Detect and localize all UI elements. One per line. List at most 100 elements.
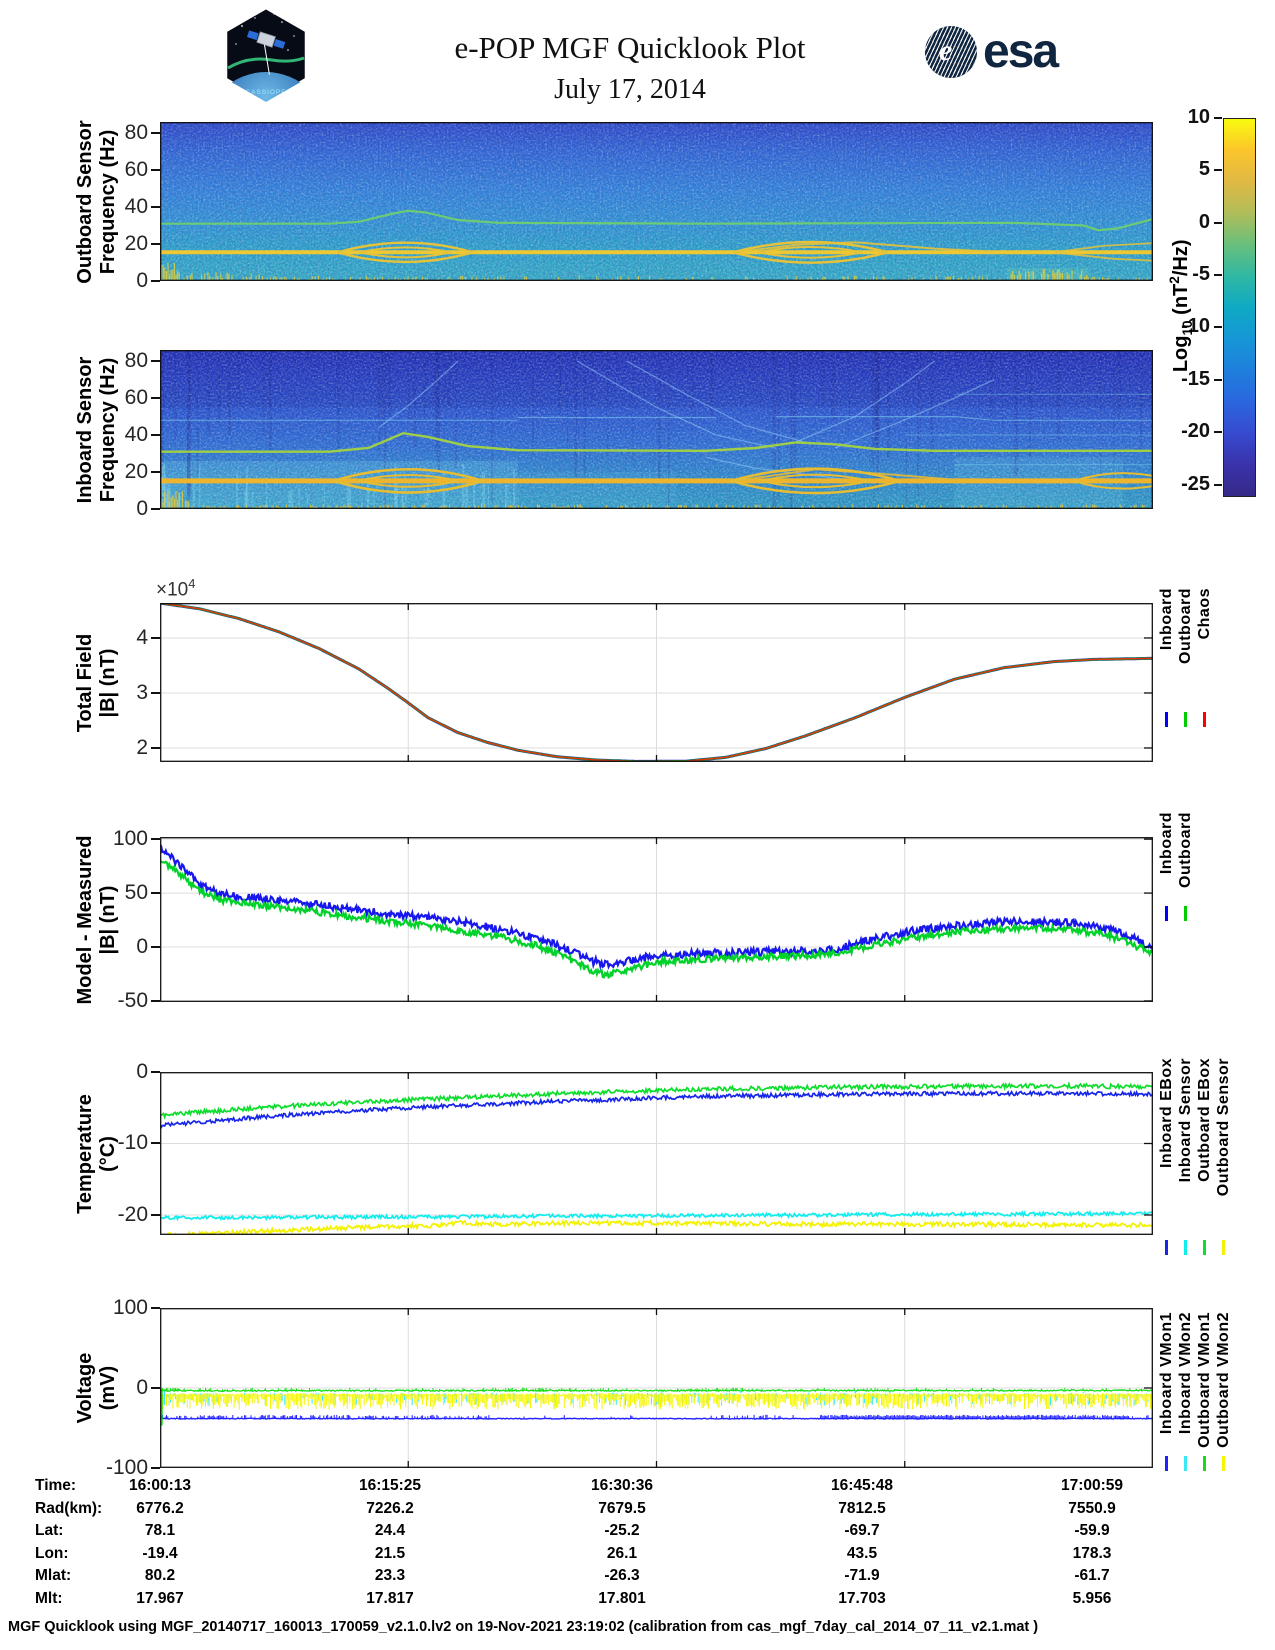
table-value: 6776.2 <box>136 1499 184 1517</box>
table-value: 17:00:59 <box>1060 1477 1124 1494</box>
legend-color-tick <box>1165 1240 1169 1255</box>
legend-color-tick <box>1203 1456 1207 1471</box>
legend-color-tick <box>1203 1240 1207 1255</box>
voltage-legend: Inboard VMon1 Inboard VMon2 Outboard VMon1… <box>1157 1312 1233 1448</box>
colorbar-tick-label: -10 <box>1181 315 1210 338</box>
series-outboard-vmon1 <box>160 1389 1153 1393</box>
spectrogram-curve <box>378 360 459 429</box>
y-tick-label: 0 <box>136 269 148 292</box>
table-value: -69.7 <box>844 1522 880 1539</box>
outboard-spectrogram-panel <box>160 122 1153 281</box>
y-tick-label: 80 <box>124 121 148 145</box>
table-value: 24.4 <box>374 1522 406 1539</box>
series-outboard-ebox <box>160 1081 1153 1121</box>
voltage-ylabel: Voltage (mV) <box>74 1228 120 1548</box>
legend-label: Inboard EBox <box>1158 1058 1175 1169</box>
spectrogram-lens <box>358 474 459 482</box>
y-tick-mark <box>151 636 160 639</box>
patch-caption-text: CASSIOPE <box>245 89 286 96</box>
spectrogram-lens <box>758 246 863 254</box>
legend-label: Inboard <box>1158 588 1175 651</box>
table-value: 17.967 <box>136 1589 184 1607</box>
ylabel-line2: (mV) <box>97 1365 119 1411</box>
colorbar-label: Log10 (nT2/Hz) <box>1167 239 1195 373</box>
colorbar-tick-label: -15 <box>1181 367 1210 390</box>
table-value: 16:45:48 <box>830 1477 894 1494</box>
table-value: 7550.9 <box>1068 1499 1116 1517</box>
y-tick-mark <box>151 132 160 135</box>
series-outboard <box>160 859 1153 979</box>
y-tick-mark <box>151 838 160 841</box>
table-value: -26.3 <box>604 1567 640 1584</box>
axes-frame <box>160 122 1153 281</box>
axes-frame <box>160 603 1153 762</box>
table-row-label: Lat: <box>35 1522 64 1539</box>
spectrogram-narrowband-line <box>160 431 1153 453</box>
y-tick-label: 20 <box>124 232 148 256</box>
table-value: -19.4 <box>142 1544 178 1562</box>
legend-label: Outboard <box>1177 588 1194 664</box>
y-tick-label: -100 <box>105 1456 148 1479</box>
colorbar <box>1223 118 1256 497</box>
spectrogram-lens <box>730 479 901 495</box>
legend-label: Inboard VMon1 <box>1158 1312 1175 1435</box>
temperature-panel <box>160 1072 1153 1235</box>
esa-globe-icon: e <box>925 26 977 78</box>
series-inboard-vmon1 <box>160 1417 1153 1420</box>
series-inboard-sensor <box>160 1209 1153 1222</box>
colorbar-tick-label: 10 <box>1187 106 1210 128</box>
colorbar-tick-label: 5 <box>1198 158 1210 181</box>
ylabel-line1: Voltage <box>74 1352 96 1424</box>
colorbar-tick-mark <box>1214 169 1222 172</box>
y-tick-mark <box>151 206 160 209</box>
page-date: July 17, 2014 <box>554 74 706 105</box>
colorbar-tick-mark <box>1214 274 1222 277</box>
total-field-legend: Inboard Outboard Chaos <box>1157 588 1214 664</box>
table-value: -25.2 <box>604 1522 640 1539</box>
table-value: 21.5 <box>374 1544 406 1562</box>
spectrogram-lens <box>359 251 452 259</box>
cassiope-mission-patch: CASSIOPE CASSIOPE <box>222 6 310 104</box>
colorbar-tick-mark <box>1214 483 1222 486</box>
y-tick-mark <box>151 243 160 246</box>
y-tick-label: 3 <box>136 680 148 704</box>
spectrogram-narrowband-line <box>1053 242 1153 254</box>
table-value: 17.801 <box>598 1589 646 1607</box>
table-row-label: Mlat: <box>35 1567 72 1584</box>
table-value: 16:00:13 <box>128 1477 192 1494</box>
legend-label: Outboard EBox <box>1196 1058 1213 1182</box>
y-tick-mark <box>151 1142 160 1145</box>
table-value: 16:15:25 <box>358 1477 422 1494</box>
y-tick-label: 50 <box>124 881 148 905</box>
table-value: 17.703 <box>838 1589 886 1607</box>
y-tick-mark <box>151 1467 160 1469</box>
y-tick-label: 0 <box>136 935 148 958</box>
series-inboard <box>160 843 1153 971</box>
legend-color-tick <box>1184 906 1188 921</box>
legend-color-tick <box>1184 712 1188 727</box>
patch-satellite <box>247 30 286 75</box>
table-value: 23.3 <box>374 1567 406 1584</box>
legend-color-tick <box>1184 1240 1188 1255</box>
colorbar-tick-label: 0 <box>1198 210 1210 233</box>
esa-logo-text: esa <box>983 25 1059 78</box>
y-tick-mark <box>151 508 160 510</box>
spectrogram-lens <box>760 479 871 489</box>
y-tick-mark <box>151 397 160 400</box>
spectrogram-lens <box>359 246 452 254</box>
y-tick-mark <box>151 280 160 282</box>
legend-color-tick <box>1184 1456 1188 1471</box>
spectrogram-narrowband-line <box>160 209 1153 232</box>
legend-label: Inboard <box>1158 812 1175 875</box>
legend-color-tick <box>1165 1456 1169 1471</box>
y-tick-label: -50 <box>117 988 148 1012</box>
mission-patch-graphic: CASSIOPE <box>224 6 308 104</box>
y-tick-label: 0 <box>136 497 148 520</box>
legend-color-tick <box>1203 712 1207 727</box>
spectrogram-curve <box>626 360 806 444</box>
y-tick-label: 100 <box>112 1296 148 1319</box>
spectrogram-lens <box>760 473 871 482</box>
y-tick-mark <box>151 1307 160 1309</box>
y-tick-mark <box>151 746 160 749</box>
series-outboard-vmon2 <box>160 1393 1153 1410</box>
